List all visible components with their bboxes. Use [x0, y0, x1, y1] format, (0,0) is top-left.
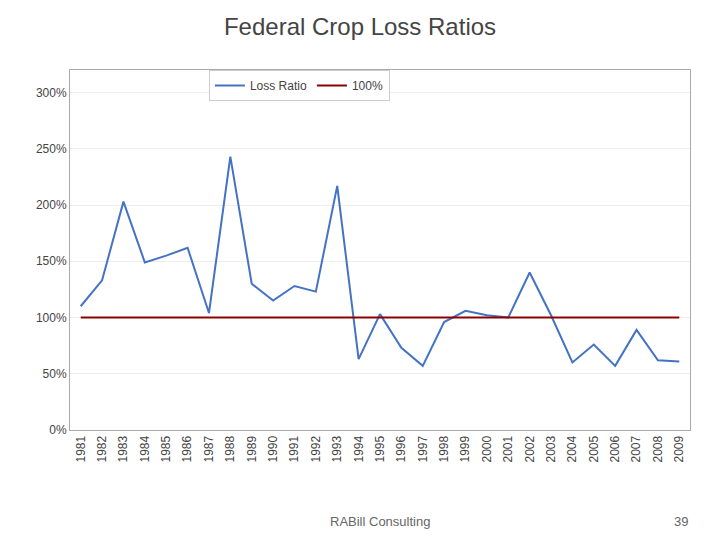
svg-text:1984: 1984 — [138, 435, 152, 462]
svg-text:2000: 2000 — [480, 435, 494, 462]
svg-text:0%: 0% — [49, 423, 67, 437]
svg-text:1996: 1996 — [394, 435, 408, 462]
svg-text:1981: 1981 — [74, 435, 88, 462]
svg-text:2005: 2005 — [587, 435, 601, 462]
svg-text:1987: 1987 — [202, 435, 216, 462]
svg-text:1989: 1989 — [245, 435, 259, 462]
svg-text:1993: 1993 — [330, 435, 344, 462]
svg-text:1994: 1994 — [352, 435, 366, 462]
svg-text:1995: 1995 — [373, 435, 387, 462]
svg-text:Loss Ratio: Loss Ratio — [250, 79, 307, 93]
svg-text:100%: 100% — [352, 79, 383, 93]
svg-text:1983: 1983 — [116, 435, 130, 462]
svg-text:1997: 1997 — [416, 435, 430, 462]
svg-text:Federal Crop Loss Ratios: Federal Crop Loss Ratios — [224, 13, 496, 40]
svg-text:2007: 2007 — [629, 435, 643, 462]
svg-text:1999: 1999 — [458, 435, 472, 462]
svg-text:50%: 50% — [43, 367, 67, 381]
svg-text:1992: 1992 — [309, 435, 323, 462]
svg-text:150%: 150% — [36, 254, 67, 268]
svg-text:1991: 1991 — [287, 435, 301, 462]
svg-text:2001: 2001 — [501, 435, 515, 462]
svg-text:300%: 300% — [36, 86, 67, 100]
svg-text:1985: 1985 — [159, 435, 173, 462]
svg-text:1988: 1988 — [223, 435, 237, 462]
svg-text:39: 39 — [674, 514, 688, 529]
svg-text:1998: 1998 — [437, 435, 451, 462]
svg-text:1982: 1982 — [95, 435, 109, 462]
svg-text:2006: 2006 — [608, 435, 622, 462]
svg-text:2009: 2009 — [672, 435, 686, 462]
svg-text:2008: 2008 — [651, 435, 665, 462]
svg-text:2003: 2003 — [544, 435, 558, 462]
svg-text:RABill Consulting: RABill Consulting — [330, 514, 430, 529]
svg-text:200%: 200% — [36, 198, 67, 212]
svg-text:2002: 2002 — [523, 435, 537, 462]
svg-text:250%: 250% — [36, 142, 67, 156]
svg-text:1986: 1986 — [180, 435, 194, 462]
svg-text:1990: 1990 — [266, 435, 280, 462]
svg-text:2004: 2004 — [565, 435, 579, 462]
svg-text:100%: 100% — [36, 311, 67, 325]
